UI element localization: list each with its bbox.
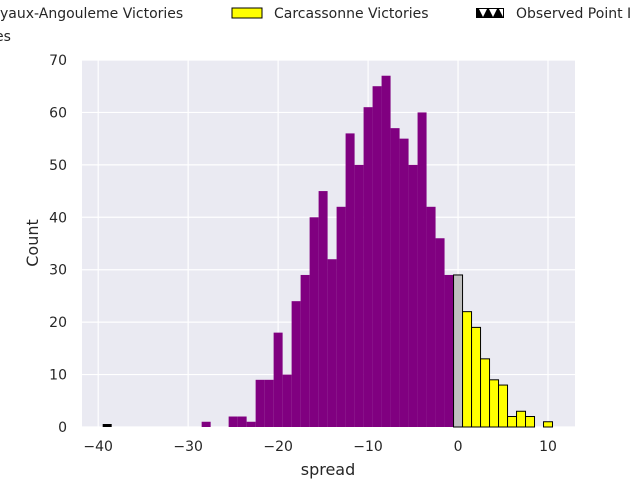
legend-label-1: Carcassonne Victories [274,6,429,22]
x-tick-label: 0 [454,439,463,455]
legend: yaux-Angouleme Victories Carcassonne Vic… [0,6,631,45]
bars [102,75,554,428]
histogram-bar [300,274,310,427]
histogram-bar [354,164,364,427]
x-tick-label: −40 [83,439,113,455]
histogram-bar [309,217,319,427]
histogram-bar [426,206,436,427]
histogram-bar [273,332,283,427]
histogram-bar [345,133,355,427]
histogram-bar [471,326,482,428]
histogram-bar [372,86,382,427]
x-ticks: −40 −30 −20 −10 0 10 [83,439,557,455]
histogram-bar [201,421,211,427]
legend-label-0: yaux-Angouleme Victories [0,6,183,22]
histogram-bar [237,416,247,427]
histogram-bar [408,164,418,427]
histogram-bar [318,191,328,427]
y-tick-label: 60 [49,105,67,121]
histogram-bar [525,416,536,428]
histogram-bar [507,416,518,428]
x-tick-label: −10 [353,439,383,455]
histogram-bar [543,421,554,428]
x-tick-label: 10 [539,439,557,455]
histogram-bar [390,128,400,427]
observed-point-marker [102,424,112,427]
histogram-bar [516,410,527,428]
histogram-bar [363,107,373,427]
histogram-bar [498,384,509,428]
histogram-bar [444,274,454,427]
histogram-bar [264,379,274,427]
y-tick-label: 30 [49,263,67,279]
histogram-bar [462,311,473,428]
legend-patch-observed-hatch-icon [476,8,504,18]
histogram-bar [282,374,292,427]
y-ticks: 0 10 20 30 40 50 60 70 [49,53,67,436]
y-tick-label: 0 [58,420,67,436]
histogram-bar [291,301,301,427]
legend-label-3: es [0,29,11,45]
legend-patch-1 [231,7,263,19]
histogram-bar [246,421,256,427]
histogram-bar [336,206,346,427]
histogram-bar [327,259,337,427]
histogram-bar [435,238,445,427]
legend-label-2: Observed Point I [516,6,631,22]
x-tick-label: −30 [173,439,203,455]
histogram-bar [228,416,238,427]
y-tick-label: 50 [49,158,67,174]
y-tick-label: 20 [49,315,67,331]
histogram-bar [489,379,500,428]
histogram-bar [381,75,391,427]
y-tick-label: 70 [49,53,67,69]
histogram-bar [417,112,427,427]
x-tick-label: −20 [263,439,293,455]
histogram-bar [453,274,464,428]
histogram-bar [255,379,265,427]
y-axis-label: Count [23,219,42,267]
histogram-bar [399,138,409,427]
x-axis-label: spread [301,460,356,479]
y-tick-label: 40 [49,210,67,226]
histogram-bar [480,358,491,428]
y-tick-label: 10 [49,368,67,384]
